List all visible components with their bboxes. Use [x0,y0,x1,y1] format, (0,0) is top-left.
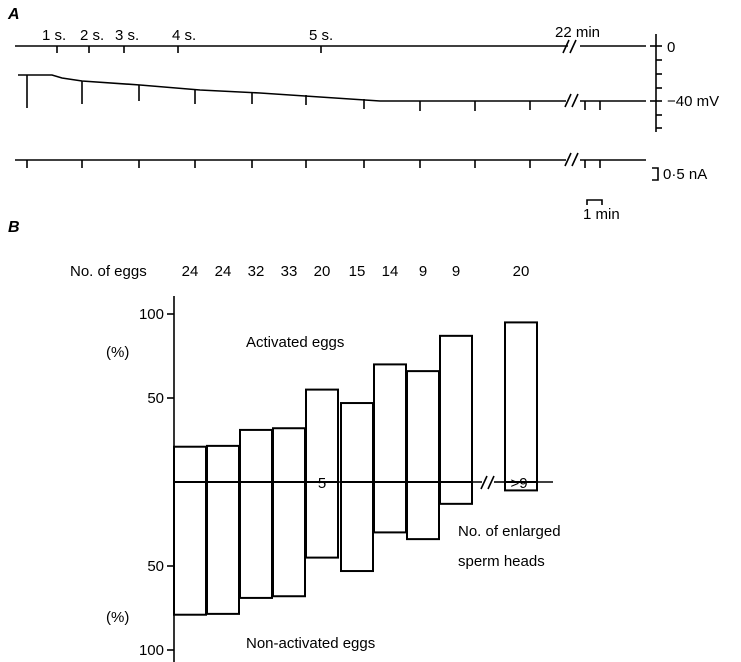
non-activated-bar-7 [373,481,407,534]
membrane-potential-trace [18,74,566,102]
y-tick-label-upper-50: 50 [147,390,164,407]
time-scale-label: 1 min [583,206,620,223]
activated-bar-3 [239,428,273,484]
egg-count-6: 15 [349,263,366,280]
egg-count-9: 9 [452,263,460,280]
non-activated-bar-10 [504,481,538,492]
current-trace-ticks [26,160,601,168]
sperm-axis-label-line1: No. of enlarged [458,523,561,540]
y-unit-upper: (%) [106,344,129,361]
egg-count-3: 32 [248,263,265,280]
sperm-axis-tick-5: 5 [318,475,326,492]
egg-count-2: 24 [215,263,232,280]
non-activated-bar-5 [305,481,339,559]
egg-count-10: 20 [513,263,530,280]
stimulus-label-2s: 2 s. [80,27,104,44]
potential-label: −40 mV [667,93,719,110]
activated-bar-8 [406,370,440,483]
stimulus-label-3s: 3 s. [115,27,139,44]
activated-bar-7 [373,363,407,483]
activated-bar-10 [504,321,538,483]
potential-zero-label: 0 [667,39,675,56]
stimulus-label-4s: 4 s. [172,27,196,44]
non-activated-bar-1 [173,481,207,616]
sperm-axis-label-line2: sperm heads [458,553,545,570]
activated-bar-4 [272,427,306,483]
panel-a: A 1 s. 2 s. 3 s. 4 s. 5 s. 22 min [7,6,719,223]
sperm-axis-tick-over-9: >9 [510,475,527,492]
potential-trace-deflections [26,75,601,111]
activated-bar-1 [173,445,207,483]
egg-count-7: 14 [382,263,399,280]
non-activated-eggs-label: Non-activated eggs [246,635,375,652]
activated-bar-5 [305,388,339,484]
activated-bar-6 [340,402,374,484]
sperm-axis-break [480,475,495,490]
egg-count-1: 24 [182,263,199,280]
current-scale-bar [652,167,659,181]
y-tick-label-lower-50: 50 [147,558,164,575]
non-activated-bar-9 [439,481,473,505]
egg-count-header: No. of eggs [70,263,147,280]
y-tick-label-lower-100: 100 [139,642,164,659]
y-unit-lower: (%) [106,609,129,626]
time-break-label: 22 min [555,24,600,41]
y-tick-label-upper-100: 100 [139,306,164,323]
activated-bar-2 [206,444,240,484]
panel-b-label: B [8,219,20,236]
activated-eggs-label: Activated eggs [246,334,344,351]
panel-a-label: A [7,6,20,23]
stimulus-line-break [562,39,577,54]
current-scale-label: 0·5 nA [663,166,707,183]
stimulus-label-5s: 5 s. [309,27,333,44]
egg-count-labels: 24 24 32 33 20 15 14 9 9 20 [182,263,530,280]
panel-b: B No. of eggs 24 24 32 33 20 15 14 9 9 20 100 50 … [8,219,561,662]
egg-count-5: 20 [314,263,331,280]
non-activated-bar-8 [406,481,440,541]
activated-bar-9 [439,334,473,483]
stimulus-label-1s: 1 s. [42,27,66,44]
time-scale-bar [586,199,603,205]
activation-bars [173,321,538,616]
non-activated-bar-2 [206,481,240,615]
current-trace-break [564,152,579,167]
potential-trace-break [564,93,579,108]
egg-count-4: 33 [281,263,298,280]
non-activated-bar-6 [340,481,374,573]
non-activated-bar-4 [272,481,306,598]
egg-count-8: 9 [419,263,427,280]
non-activated-bar-3 [239,481,273,599]
